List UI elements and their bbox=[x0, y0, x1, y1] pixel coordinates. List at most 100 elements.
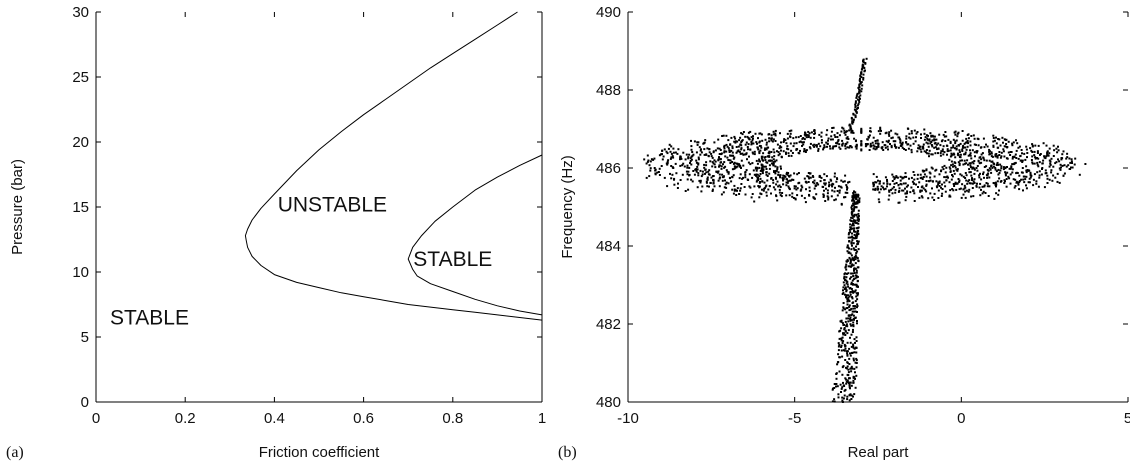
eigenvalue-point bbox=[746, 178, 749, 181]
eigenvalue-point bbox=[708, 185, 710, 188]
eigenvalue-point bbox=[954, 147, 956, 150]
eigenvalue-point bbox=[853, 318, 855, 321]
eigenvalue-point bbox=[869, 130, 871, 133]
eigenvalue-point bbox=[957, 152, 959, 155]
eigenvalue-point bbox=[971, 177, 973, 180]
eigenvalue-point bbox=[813, 133, 816, 135]
eigenvalue-point bbox=[679, 158, 681, 161]
eigenvalue-point bbox=[1002, 141, 1004, 144]
eigenvalue-point bbox=[993, 182, 996, 185]
eigenvalue-point bbox=[699, 153, 702, 156]
eigenvalue-point bbox=[949, 142, 952, 144]
eigenvalue-point bbox=[853, 272, 856, 274]
eigenvalue-point bbox=[949, 140, 952, 143]
eigenvalue-point bbox=[909, 144, 912, 147]
eigenvalue-point bbox=[1046, 154, 1049, 157]
eigenvalue-point bbox=[732, 192, 735, 195]
eigenvalue-point bbox=[707, 170, 710, 173]
eigenvalue-point bbox=[726, 170, 729, 173]
eigenvalue-point bbox=[973, 151, 976, 154]
eigenvalue-point bbox=[920, 137, 922, 139]
eigenvalue-point bbox=[905, 137, 908, 140]
eigenvalue-point bbox=[685, 153, 688, 156]
eigenvalue-point bbox=[1018, 188, 1021, 191]
eigenvalue-point bbox=[998, 171, 1001, 174]
eigenvalue-point bbox=[681, 173, 684, 176]
eigenvalue-point bbox=[986, 168, 989, 171]
eigenvalue-point bbox=[933, 135, 936, 138]
eigenvalue-point bbox=[1054, 176, 1057, 179]
eigenvalue-point bbox=[705, 164, 708, 167]
eigenvalue-point bbox=[853, 196, 856, 198]
eigenvalue-point bbox=[750, 143, 753, 146]
eigenvalue-point bbox=[697, 163, 700, 166]
eigenvalue-point bbox=[846, 258, 849, 261]
eigenvalue-point bbox=[890, 146, 893, 149]
eigenvalue-point bbox=[841, 336, 844, 339]
eigenvalue-point bbox=[872, 136, 875, 139]
eigenvalue-point bbox=[844, 344, 847, 347]
eigenvalue-point bbox=[984, 192, 987, 194]
eigenvalue-point bbox=[767, 152, 770, 154]
eigenvalue-point bbox=[879, 180, 881, 183]
eigenvalue-point bbox=[775, 183, 778, 186]
eigenvalue-point bbox=[788, 194, 791, 197]
eigenvalue-point bbox=[865, 57, 868, 60]
eigenvalue-point bbox=[840, 346, 843, 348]
eigenvalue-point bbox=[793, 172, 796, 175]
eigenvalue-point bbox=[926, 137, 929, 140]
eigenvalue-point bbox=[840, 337, 843, 340]
eigenvalue-point bbox=[703, 153, 706, 156]
eigenvalue-point bbox=[845, 295, 848, 298]
eigenvalue-point bbox=[944, 190, 947, 193]
eigenvalue-point bbox=[929, 179, 932, 182]
eigenvalue-point bbox=[855, 340, 858, 342]
eigenvalue-point bbox=[805, 136, 808, 139]
eigenvalue-point bbox=[846, 246, 849, 249]
eigenvalue-point bbox=[759, 145, 762, 147]
eigenvalue-point bbox=[969, 149, 971, 152]
panel-b-y-tick-label: 484 bbox=[596, 238, 621, 255]
eigenvalue-point bbox=[801, 186, 804, 189]
eigenvalue-point bbox=[886, 178, 888, 181]
eigenvalue-point bbox=[695, 170, 698, 173]
eigenvalue-point bbox=[761, 139, 764, 142]
eigenvalue-point bbox=[740, 183, 743, 185]
eigenvalue-point bbox=[917, 186, 919, 188]
eigenvalue-point bbox=[964, 141, 967, 144]
eigenvalue-point bbox=[841, 293, 844, 295]
eigenvalue-point bbox=[747, 143, 750, 146]
eigenvalue-point bbox=[739, 173, 742, 176]
eigenvalue-point bbox=[1036, 163, 1039, 166]
eigenvalue-point bbox=[941, 150, 944, 153]
eigenvalue-point bbox=[783, 138, 786, 141]
eigenvalue-point bbox=[739, 187, 742, 190]
eigenvalue-point bbox=[975, 184, 978, 187]
eigenvalue-point bbox=[1073, 163, 1076, 166]
eigenvalue-point bbox=[856, 306, 858, 309]
eigenvalue-point bbox=[723, 161, 726, 164]
eigenvalue-point bbox=[879, 132, 882, 135]
eigenvalue-point bbox=[855, 351, 858, 354]
eigenvalue-point bbox=[860, 128, 863, 131]
eigenvalue-point bbox=[959, 173, 962, 176]
eigenvalue-point bbox=[805, 149, 808, 152]
eigenvalue-point bbox=[845, 260, 848, 263]
eigenvalue-point bbox=[842, 127, 845, 130]
eigenvalue-point bbox=[750, 136, 753, 139]
eigenvalue-point bbox=[844, 288, 846, 290]
eigenvalue-point bbox=[779, 176, 782, 179]
eigenvalue-point bbox=[833, 398, 836, 401]
eigenvalue-point bbox=[878, 182, 881, 185]
eigenvalue-point bbox=[853, 351, 856, 354]
eigenvalue-point bbox=[1039, 153, 1041, 156]
eigenvalue-point bbox=[1022, 178, 1025, 181]
eigenvalue-point bbox=[902, 189, 905, 192]
eigenvalue-point bbox=[979, 182, 982, 185]
eigenvalue-point bbox=[908, 136, 911, 139]
eigenvalue-point bbox=[830, 138, 832, 141]
eigenvalue-point bbox=[726, 145, 729, 148]
eigenvalue-point bbox=[849, 291, 852, 293]
